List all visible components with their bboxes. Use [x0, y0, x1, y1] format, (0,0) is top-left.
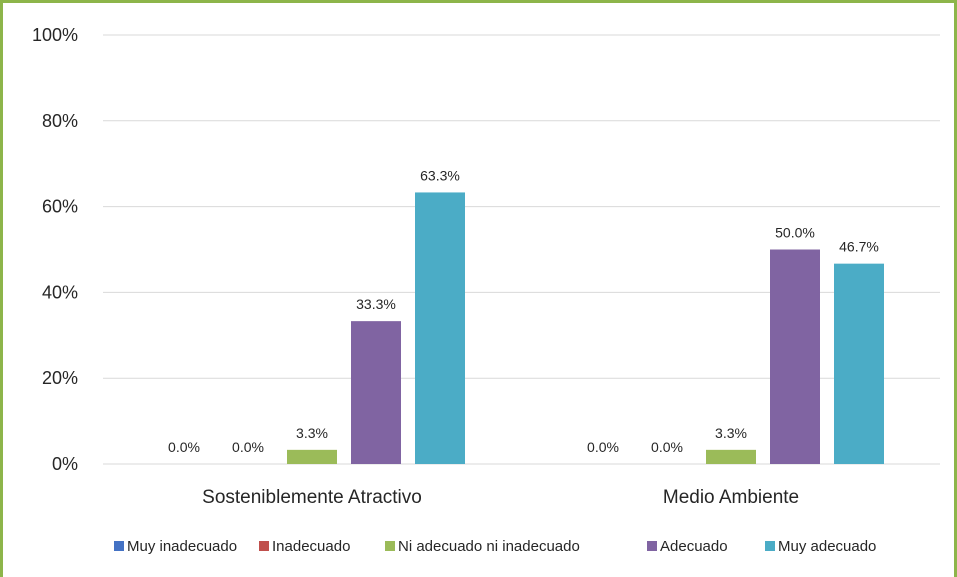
legend-swatch: [259, 541, 269, 551]
bar: [834, 263, 884, 464]
data-label: 0.0%: [168, 439, 200, 455]
bar: [415, 192, 465, 464]
legend-swatch: [385, 541, 395, 551]
data-label: 63.3%: [420, 167, 460, 183]
data-label: 0.0%: [587, 439, 619, 455]
y-tick-label: 40%: [42, 282, 78, 302]
data-label: 50.0%: [775, 225, 815, 241]
bar: [770, 249, 820, 464]
y-tick-label: 60%: [42, 197, 78, 217]
legend-swatch: [765, 541, 775, 551]
data-label: 46.7%: [839, 239, 879, 255]
data-label: 33.3%: [356, 296, 396, 312]
bar: [287, 449, 337, 464]
y-tick-label: 20%: [42, 368, 78, 388]
y-tick-label: 0%: [52, 454, 78, 474]
legend-label: Ni adecuado ni inadecuado: [398, 538, 580, 555]
legend-swatch: [647, 541, 657, 551]
data-label: 0.0%: [651, 439, 683, 455]
data-label: 0.0%: [232, 439, 264, 455]
bar: [706, 449, 756, 464]
x-category-label: Medio Ambiente: [663, 487, 799, 508]
legend-label: Muy inadecuado: [127, 538, 237, 555]
bar: [351, 321, 401, 464]
legend-label: Inadecuado: [272, 538, 350, 555]
y-tick-label: 100%: [32, 25, 78, 45]
legend-label: Muy adecuado: [778, 538, 876, 555]
legend-label: Adecuado: [660, 538, 728, 555]
data-label: 3.3%: [296, 425, 328, 441]
legend-swatch: [114, 541, 124, 551]
data-label: 3.3%: [715, 425, 747, 441]
y-tick-label: 80%: [42, 111, 78, 131]
x-category-label: Sosteniblemente Atractivo: [202, 487, 422, 508]
